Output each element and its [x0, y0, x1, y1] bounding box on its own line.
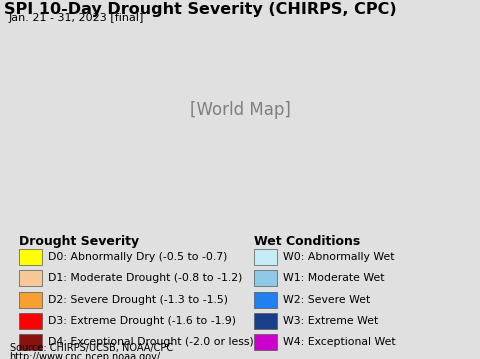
Bar — [19, 249, 42, 265]
Bar — [19, 313, 42, 329]
Bar — [254, 335, 277, 350]
Text: W2: Severe Wet: W2: Severe Wet — [283, 295, 371, 304]
Text: D0: Abnormally Dry (-0.5 to -0.7): D0: Abnormally Dry (-0.5 to -0.7) — [48, 252, 228, 262]
Text: W3: Extreme Wet: W3: Extreme Wet — [283, 316, 378, 326]
Text: Wet Conditions: Wet Conditions — [254, 235, 360, 248]
Text: Jan. 21 - 31, 2023 [final]: Jan. 21 - 31, 2023 [final] — [9, 13, 144, 23]
Text: W0: Abnormally Wet: W0: Abnormally Wet — [283, 252, 395, 262]
Text: SPI 10-Day Drought Severity (CHIRPS, CPC): SPI 10-Day Drought Severity (CHIRPS, CPC… — [4, 2, 396, 17]
Text: D3: Extreme Drought (-1.6 to -1.9): D3: Extreme Drought (-1.6 to -1.9) — [48, 316, 236, 326]
Bar — [254, 292, 277, 308]
Bar — [19, 292, 42, 308]
Bar — [19, 335, 42, 350]
Text: Drought Severity: Drought Severity — [19, 235, 139, 248]
Text: http://www.cpc.ncep.noaa.gov/: http://www.cpc.ncep.noaa.gov/ — [10, 352, 161, 359]
Text: Source: CHIRPS/UCSB, NOAA/CPC: Source: CHIRPS/UCSB, NOAA/CPC — [10, 343, 173, 353]
Text: D4: Exceptional Drought (-2.0 or less): D4: Exceptional Drought (-2.0 or less) — [48, 337, 254, 348]
Bar — [254, 313, 277, 329]
Text: D2: Severe Drought (-1.3 to -1.5): D2: Severe Drought (-1.3 to -1.5) — [48, 295, 228, 304]
Text: D1: Moderate Drought (-0.8 to -1.2): D1: Moderate Drought (-0.8 to -1.2) — [48, 273, 242, 283]
Bar — [254, 270, 277, 286]
Bar — [254, 249, 277, 265]
Text: W1: Moderate Wet: W1: Moderate Wet — [283, 273, 384, 283]
Text: [World Map]: [World Map] — [190, 101, 290, 120]
Text: W4: Exceptional Wet: W4: Exceptional Wet — [283, 337, 396, 348]
Bar — [19, 270, 42, 286]
